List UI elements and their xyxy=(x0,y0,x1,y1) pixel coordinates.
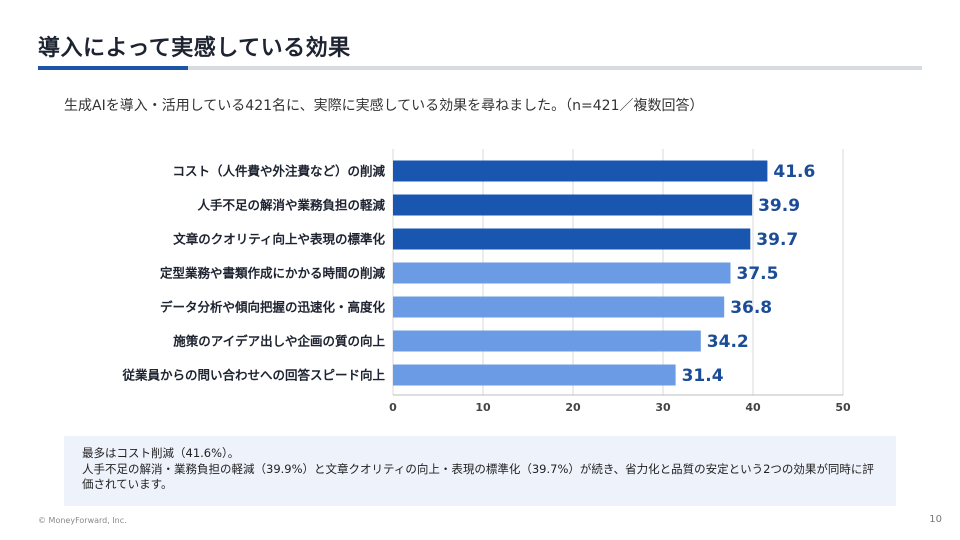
page-number: 10 xyxy=(929,514,942,525)
x-tick-label: 0 xyxy=(389,401,397,414)
bar xyxy=(393,194,753,216)
title-divider xyxy=(38,66,922,70)
bar xyxy=(393,364,676,386)
page-subtitle: 生成AIを導入・活用している421名に、実際に実感している効果を尋ねました。（n… xyxy=(64,98,704,114)
copyright: © MoneyForward, Inc. xyxy=(38,516,127,525)
category-label: データ分析や傾向把握の迅速化・高度化 xyxy=(160,300,386,315)
category-label: 文章のクオリティ向上や表現の標準化 xyxy=(173,232,385,247)
value-label: 37.5 xyxy=(737,264,779,284)
summary-note-line1: 最多はコスト削減（41.6%）。 xyxy=(82,446,240,460)
value-label: 39.7 xyxy=(756,230,798,250)
value-label: 39.9 xyxy=(758,196,800,216)
x-tick-label: 20 xyxy=(565,401,581,414)
bar xyxy=(393,228,751,250)
bar xyxy=(393,330,701,352)
value-label: 41.6 xyxy=(773,162,815,182)
value-label: 31.4 xyxy=(682,366,724,386)
category-label: 従業員からの問い合わせへの回答スピード向上 xyxy=(121,368,385,383)
x-tick-label: 40 xyxy=(745,401,761,414)
category-label: 施策のアイデア出しや企画の質の向上 xyxy=(173,334,385,349)
category-label: 人手不足の解消や業務負担の軽減 xyxy=(197,198,385,213)
category-label: コスト（人件費や外注費など）の削減 xyxy=(172,164,385,179)
bar xyxy=(393,262,731,284)
x-tick-label: 50 xyxy=(835,401,851,414)
category-label: 定型業務や書類作成にかかる時間の削減 xyxy=(159,266,386,281)
x-tick-label: 30 xyxy=(655,401,671,414)
bar xyxy=(393,160,768,182)
x-tick-label: 10 xyxy=(475,401,491,414)
bar xyxy=(393,296,725,318)
effects-bar-chart: コスト（人件費や外注費など）の削減 41.6 人手不足の解消や業務負担の軽減 39.9… xyxy=(121,149,851,414)
value-label: 34.2 xyxy=(707,332,749,352)
summary-note-line2: 人手不足の解消・業務負担の軽減（39.9%）と文章クオリティの向上・表現の標準化… xyxy=(82,461,874,492)
page-title: 導入によって実感している効果 xyxy=(38,36,351,61)
value-label: 36.8 xyxy=(730,298,772,318)
summary-note: 最多はコスト削減（41.6%）。 人手不足の解消・業務負担の軽減（39.9%）と… xyxy=(64,436,896,506)
title-divider-accent xyxy=(38,66,188,70)
